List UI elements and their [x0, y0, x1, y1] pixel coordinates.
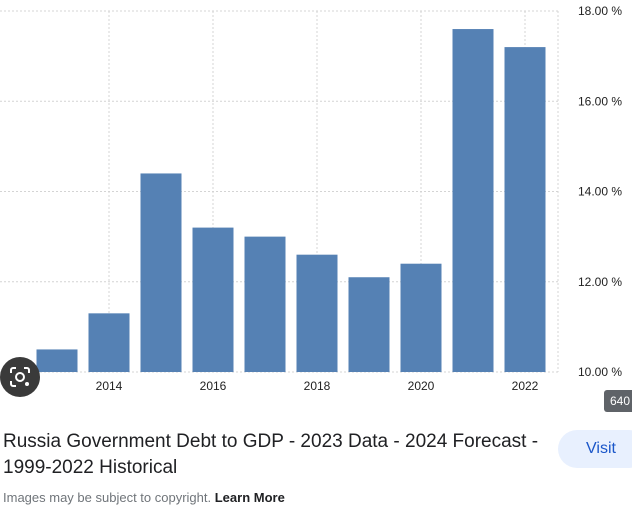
y-tick-label: 10.00 % [578, 365, 622, 379]
learn-more-link[interactable]: Learn More [214, 490, 285, 505]
x-tick-label: 2018 [304, 379, 331, 393]
chart-image[interactable]: 10.00 % 12.00 % 14.00 % 16.00 % 18.00 % 2014… [0, 0, 632, 396]
y-tick-label: 14.00 % [578, 185, 622, 199]
image-size-badge: 640 × [604, 390, 632, 412]
x-tick-label: 2020 [408, 379, 435, 393]
x-axis-ticks: 2014 2016 2018 2020 2022 [96, 379, 539, 393]
bar-2018 [296, 254, 338, 372]
y-tick-label: 18.00 % [578, 4, 622, 18]
copyright-text: Images may be subject to copyright. [3, 490, 212, 505]
x-tick-label: 2014 [96, 379, 123, 393]
x-tick-label: 2022 [512, 379, 539, 393]
bar-2022 [504, 47, 546, 372]
bar-2019 [348, 277, 390, 372]
bar-2017 [244, 236, 286, 372]
bar-2016 [192, 227, 234, 372]
bar-2021 [452, 29, 494, 373]
bar-series [36, 29, 546, 373]
bar-2013 [36, 349, 78, 372]
x-tick-label: 2016 [200, 379, 227, 393]
y-tick-label: 12.00 % [578, 275, 622, 289]
y-tick-label: 16.00 % [578, 94, 622, 108]
result-title[interactable]: Russia Government Debt to GDP - 2023 Dat… [3, 431, 539, 478]
bar-2014 [88, 313, 130, 372]
bar-2015 [140, 173, 182, 372]
bar-chart: 10.00 % 12.00 % 14.00 % 16.00 % 18.00 % 2014… [0, 4, 622, 393]
lens-icon [10, 367, 30, 387]
bar-2020 [400, 263, 442, 372]
visit-button[interactable]: Visit [558, 430, 632, 468]
lens-search-button[interactable] [0, 357, 40, 397]
y-axis-ticks: 10.00 % 12.00 % 14.00 % 16.00 % 18.00 % [578, 4, 622, 379]
copyright-note: Images may be subject to copyright. Lear… [3, 490, 285, 505]
